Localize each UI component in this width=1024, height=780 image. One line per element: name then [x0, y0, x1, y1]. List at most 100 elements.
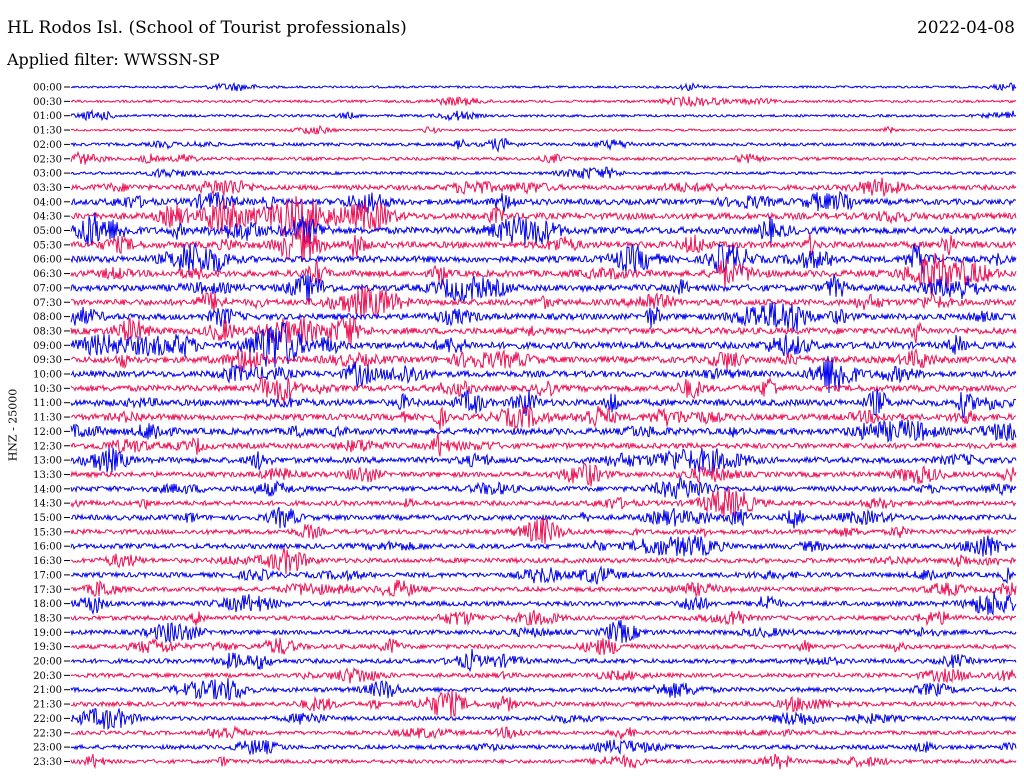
trace-2230 [70, 724, 1017, 740]
trace-0000 [70, 81, 1017, 92]
time-tick-label: 07:00 [33, 283, 62, 294]
time-tick-label: 19:00 [33, 628, 62, 639]
time-tick-label: 02:30 [33, 154, 62, 165]
trace-2330 [70, 753, 1017, 770]
trace-1430 [70, 487, 1017, 519]
trace-2030 [70, 666, 1017, 684]
trace-0900 [70, 322, 1017, 368]
time-tick-label: 01:30 [33, 126, 62, 137]
time-tick-label: 07:30 [33, 298, 62, 309]
trace-0800 [70, 302, 1017, 333]
time-tick-label: 22:30 [33, 728, 62, 739]
time-tick-label: 04:30 [33, 212, 62, 223]
trace-0630 [70, 252, 1017, 295]
time-tick-label: 08:30 [33, 326, 62, 337]
trace-0530 [70, 227, 1017, 261]
time-tick-label: 11:00 [33, 398, 62, 409]
trace-0600 [70, 242, 1017, 276]
time-tick-label: 16:00 [33, 542, 62, 553]
time-tick-label: 19:30 [33, 642, 62, 653]
trace-1700 [70, 565, 1017, 585]
trace-1800 [70, 591, 1017, 616]
time-tick-label: 05:00 [33, 226, 62, 237]
trace-1200 [70, 419, 1017, 443]
time-tick-label: 15:00 [33, 513, 62, 524]
time-tick-label: 12:30 [33, 441, 62, 452]
trace-0100 [70, 108, 1017, 122]
time-tick-label: 21:00 [33, 685, 62, 696]
trace-2000 [70, 648, 1017, 673]
time-tick-label: 12:00 [33, 427, 62, 438]
time-tick-label: 11:30 [33, 413, 62, 424]
trace-1030 [70, 375, 1017, 405]
time-tick-label: 17:30 [33, 585, 62, 596]
time-tick-label: 13:00 [33, 456, 62, 467]
trace-0200 [70, 137, 1017, 153]
trace-0300 [70, 166, 1017, 180]
trace-1130 [70, 405, 1017, 431]
time-tick-label: 06:00 [33, 255, 62, 266]
time-tick-label: 09:30 [33, 355, 62, 366]
trace-0330 [70, 177, 1017, 197]
trace-0230 [70, 150, 1017, 165]
time-tick-label: 20:00 [33, 657, 62, 668]
time-tick-label: 03:30 [33, 183, 62, 194]
trace-2100 [70, 678, 1017, 701]
time-tick-label: 09:00 [33, 341, 62, 352]
time-tick-label: 01:00 [33, 111, 62, 122]
station-title: HL Rodos Isl. (School of Tourist profess… [7, 18, 407, 38]
time-tick-label: 10:30 [33, 384, 62, 395]
trace-1330 [70, 462, 1017, 487]
record-date: 2022-04-08 [916, 18, 1015, 38]
trace-1400 [70, 476, 1017, 500]
trace-0430 [70, 196, 1017, 237]
trace-1930 [70, 637, 1017, 656]
time-tick-label: 18:00 [33, 599, 62, 610]
trace-2130 [70, 690, 1017, 717]
time-tick-label: 10:00 [33, 370, 62, 381]
trace-0830 [70, 316, 1017, 345]
trace-2300 [70, 739, 1017, 756]
time-tick-label: 22:00 [33, 714, 62, 725]
time-tick-label: 00:30 [33, 97, 62, 108]
time-tick-label: 20:30 [33, 671, 62, 682]
time-tick-label: 04:00 [33, 197, 62, 208]
time-tick-label: 13:30 [33, 470, 62, 481]
time-tick-label: 14:00 [33, 484, 62, 495]
time-tick-label: 06:30 [33, 269, 62, 280]
trace-1630 [70, 547, 1017, 575]
trace-2200 [70, 708, 1017, 731]
trace-1530 [70, 517, 1017, 545]
trace-0030 [70, 95, 1017, 108]
trace-0500 [70, 212, 1017, 247]
time-tick-labels: 00:00 00:30 01:00 01:30 02:00 02:30 03:00 03:30… [33, 83, 70, 768]
trace-0730 [70, 285, 1017, 319]
trace-1730 [70, 579, 1017, 598]
time-tick-label: 02:00 [33, 140, 62, 151]
trace-1830 [70, 609, 1017, 627]
time-tick-label: 23:30 [33, 757, 62, 768]
trace-0400 [70, 190, 1017, 214]
trace-1000 [70, 355, 1017, 394]
time-tick-label: 03:00 [33, 169, 62, 180]
trace-1230 [70, 432, 1017, 457]
time-tick-label: 15:30 [33, 527, 62, 538]
trace-1100 [70, 388, 1017, 420]
trace-1300 [70, 447, 1017, 474]
time-tick-label: 21:30 [33, 700, 62, 711]
time-tick-label: 05:30 [33, 240, 62, 251]
seismogram-traces [70, 81, 1017, 770]
trace-1900 [70, 620, 1017, 644]
trace-1600 [70, 535, 1017, 557]
time-tick-label: 23:00 [33, 743, 62, 754]
trace-0930 [70, 348, 1017, 373]
time-tick-label: 08:00 [33, 312, 62, 323]
time-tick-label: 16:30 [33, 556, 62, 567]
trace-0700 [70, 274, 1017, 304]
filter-label: Applied filter: WWSSN-SP [7, 50, 220, 69]
time-tick-label: 00:00 [33, 83, 62, 94]
time-tick-label: 14:30 [33, 499, 62, 510]
time-tick-label: 18:30 [33, 613, 62, 624]
time-tick-label: 17:00 [33, 570, 62, 581]
